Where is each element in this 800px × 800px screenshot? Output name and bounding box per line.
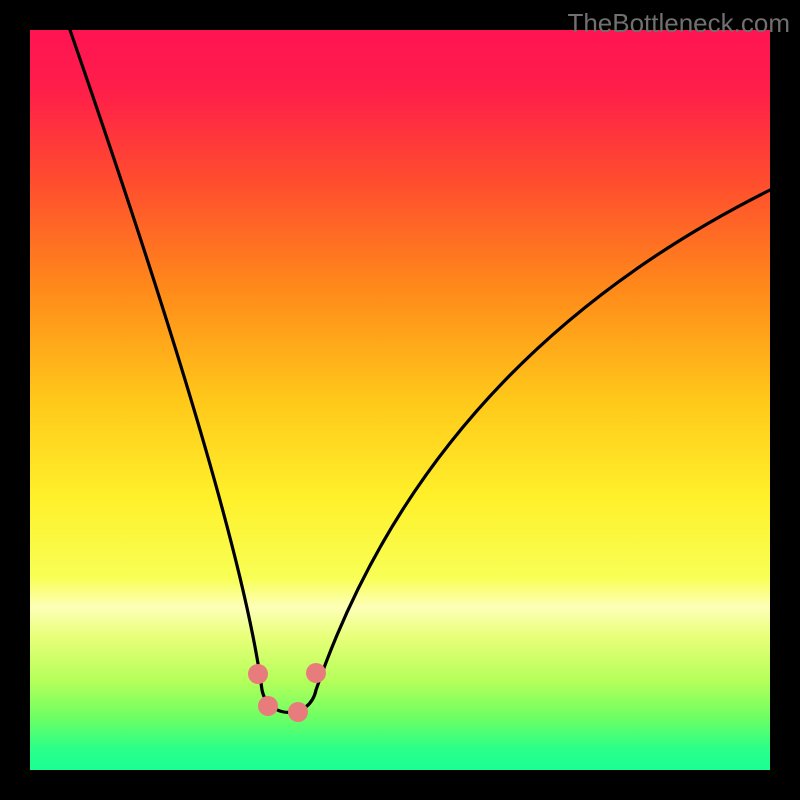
plot-area xyxy=(30,30,770,770)
valley-dot xyxy=(258,696,278,716)
valley-dot xyxy=(306,663,326,683)
chart-svg xyxy=(0,0,800,800)
valley-dot xyxy=(288,702,308,722)
valley-dot xyxy=(248,664,268,684)
chart-stage: TheBottleneck.com xyxy=(0,0,800,800)
watermark-label: TheBottleneck.com xyxy=(567,8,790,39)
